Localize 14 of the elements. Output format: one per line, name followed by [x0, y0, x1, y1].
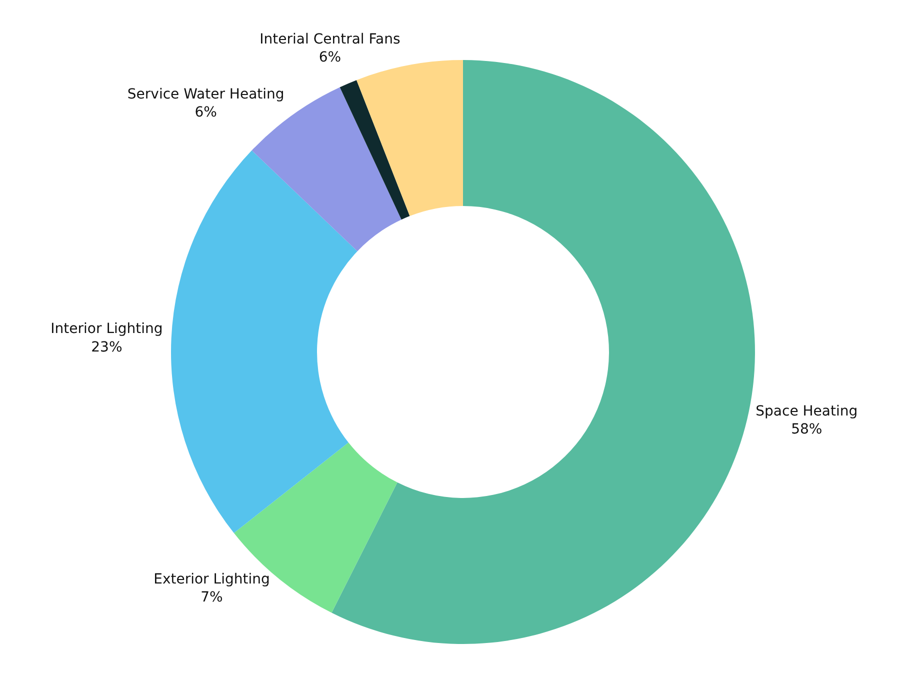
slice-label: Interior Lighting: [50, 321, 163, 338]
slice-label: Service Water Heating: [127, 86, 284, 102]
donut-slice: [340, 80, 410, 220]
data-label: 58%: [791, 422, 822, 438]
slice-label: Interial Central Fans: [260, 31, 400, 48]
donut-slice: [332, 60, 755, 644]
data-label: 6%: [318, 50, 342, 66]
donut-slice: [171, 150, 358, 534]
slice-label: Space Heating: [756, 403, 858, 420]
donut-slice: [356, 60, 463, 216]
data-label: 23%: [91, 339, 122, 356]
data-label: 6%: [194, 104, 217, 121]
data-label: 7%: [200, 590, 223, 606]
slice-label: Exterior Lighting: [154, 571, 270, 588]
